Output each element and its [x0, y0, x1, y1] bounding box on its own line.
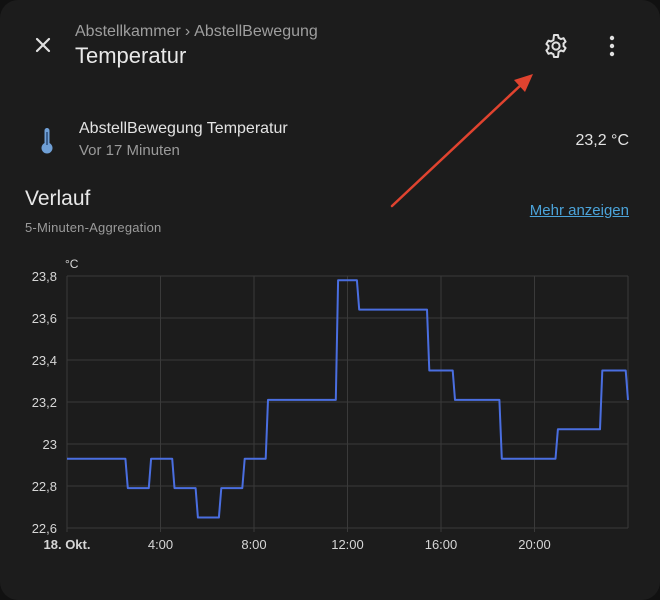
close-icon	[35, 37, 51, 53]
breadcrumb-area: Abstellkammer	[75, 23, 181, 40]
y-tick-label: 23	[43, 437, 57, 452]
history-title: Verlauf	[25, 187, 91, 210]
entity-row[interactable]: AbstellBewegung Temperatur Vor 17 Minute…	[0, 110, 660, 170]
x-tick-label: 16:00	[425, 537, 458, 552]
history-subtitle: 5-Minuten-Aggregation	[25, 220, 162, 235]
entity-name: AbstellBewegung Temperatur	[79, 120, 288, 137]
y-tick-label: 23,2	[32, 395, 57, 410]
more-options-button[interactable]	[600, 32, 624, 60]
thermometer-icon	[37, 126, 57, 156]
y-tick-label: 23,6	[32, 311, 57, 326]
entity-state: 23,2 °C	[575, 132, 629, 149]
breadcrumb-separator: ›	[184, 23, 191, 40]
close-button[interactable]	[26, 28, 60, 62]
series-line	[67, 279, 629, 519]
x-tick-label: 20:00	[518, 537, 551, 552]
last-changed: Vor 17 Minuten	[79, 142, 180, 159]
history-chart[interactable]: 22,6 22,8 23 23,2 23,4 23,6 23,8 18. Okt. 4:00 8:…	[0, 240, 660, 570]
breadcrumb-device: AbstellBewegung	[194, 23, 318, 40]
dialog-header: Abstellkammer › AbstellBewegung Temperatur	[0, 0, 660, 90]
x-tick-label: 4:00	[148, 537, 173, 552]
y-tick-label: 23,4	[32, 353, 57, 368]
more-vertical-icon	[609, 35, 615, 57]
x-tick-label: 18. Okt.	[44, 537, 91, 552]
x-tick-label: 12:00	[331, 537, 364, 552]
breadcrumb: Abstellkammer › AbstellBewegung	[75, 23, 318, 41]
y-tick-label: 23,8	[32, 269, 57, 284]
x-tick-label: 8:00	[241, 537, 266, 552]
y-tick-label: 22,6	[32, 521, 57, 536]
gear-icon	[545, 34, 567, 58]
y-unit-label: °C	[65, 257, 79, 271]
settings-button[interactable]	[540, 30, 572, 62]
show-more-link[interactable]: Mehr anzeigen	[529, 202, 629, 219]
page-title: Temperatur	[75, 43, 187, 68]
y-tick-label: 22,8	[32, 479, 57, 494]
